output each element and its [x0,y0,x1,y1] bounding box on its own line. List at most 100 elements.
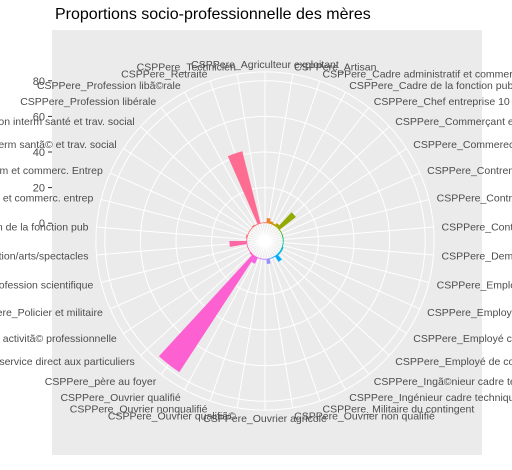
bar-28 [229,241,248,247]
grid-spoke [264,80,321,242]
category-label: CSPPere_Contremaître-agent [441,221,512,233]
grid-spoke [140,126,266,242]
category-label: CSPPere_Militaire du contingent [323,404,475,416]
grid-spoke [100,240,266,283]
bar-29 [246,237,248,241]
bar-23 [158,254,256,373]
category-label: CSPPere_Policier et militaire [0,307,103,319]
y-tick-label: 40 [33,147,45,159]
category-label: CSPPere_Demandeur d'emploi [441,251,512,263]
bar-30 [245,234,249,239]
bar-22 [251,255,258,264]
grid-spoke [160,107,266,242]
category-label: CSPPere_Ouvrier agricole [203,413,327,425]
category-label: CSPPere_Person. service direct aux parti… [0,356,135,368]
grid-spoke [264,240,370,375]
grid-spoke [236,74,266,242]
bar-12 [280,246,284,251]
bar-2 [269,221,274,225]
grid-spoke [209,240,266,402]
category-label: CSPPere_Ingénieur cadre technique d'entr… [349,392,512,404]
category-label: CSPPere_Personne sans activitã© professi… [0,333,117,345]
category-label: CSPPere_Prof. profession scientifique [0,279,93,291]
category-label: CSPPere_Technicien [137,61,236,73]
grid-spoke [264,240,421,310]
category-label: CSPPere_Cadre administratif et commercia… [323,68,512,80]
category-label: CSPPere_Ingã©nieur cadre technique d'ent… [374,376,512,388]
category-label: CSPPere_Profession libérale [20,96,156,108]
category-label: CSPPere_Ouvrier qualifiã© [108,411,236,423]
bar-20 [260,258,264,260]
bar-0 [263,222,267,224]
category-label: CSPPere_Commerçant et assimilé [395,116,512,128]
bar-21 [257,257,261,260]
grid-spoke [264,92,346,242]
bar-13 [279,249,283,254]
y-tick-label: 60 [33,111,45,123]
chart-title: Proportions socio-professionnelle des mè… [55,6,371,23]
bar-6 [279,229,282,233]
grid-spoke [264,240,407,334]
bar-31 [247,232,250,236]
bar-26 [247,246,250,250]
category-label: CSPPere_Ouvrier qualifié [60,392,180,404]
category-label: CSPPere_Contremaã®tre-agent de maîtrise [427,165,512,177]
bar-11 [281,243,284,248]
bar-35 [254,223,258,227]
category-label: CSPPere_Artisan [294,61,376,73]
category-label: CSPPere_Employé civil-agent de service [413,333,512,345]
grid-spoke [264,240,390,356]
grid-spoke [123,148,266,242]
bar-24 [249,251,253,256]
grid-spoke [184,240,266,390]
grid-spoke [123,240,266,334]
category-label: CSPPere_Ouvrier non qualifié [294,411,435,423]
grid-spoke [96,226,266,242]
bar-7 [280,232,283,236]
category-label: CSPPere_Commerecant et assimilé [413,139,512,151]
radial-axis: 0 20 40 60 80 [33,76,52,230]
grid-spoke [100,199,266,242]
y-tick-label: 80 [33,76,45,88]
grid-spoke [264,172,421,242]
bar-32 [248,229,251,233]
bar-14 [277,251,281,256]
category-label: CSPPere_père au foyer [45,376,157,388]
category-label: CSPPere_Profession interm santé et trav.… [0,116,135,128]
category-label: CSPPere_Profession interm santã© et trav… [0,139,117,151]
bar-34 [251,224,256,228]
bar-17 [269,257,273,260]
category-label: CSPPere_Profession interm adm de la fonc… [0,221,89,233]
category-label: CSPPere_Employã© de commerce [437,279,512,291]
category-label: CSPPere_Cadre de la fonction publique [349,80,512,92]
bar-10 [282,241,284,245]
bar-37 [260,222,264,224]
bar-9 [282,237,284,241]
grid-spoke [140,240,266,356]
polar-grid [95,71,435,411]
grid-spoke [264,107,370,242]
category-label: CSPPere_Agriculteur exploitant [191,59,339,71]
bar-5 [277,212,296,231]
category-label: CSPPere_Retraité [121,68,208,80]
grid-spoke [264,240,346,390]
category-label: CSPPere_Employé de commerce [395,356,512,368]
category-label: CSPPere_Chef entreprise 10 salariã©s [374,96,512,108]
category-label: CSPPere_Ouvrier nonqualifié [70,404,208,416]
bar-15 [274,254,282,262]
bar-25 [248,249,251,253]
category-labels: CSPPere_Agriculteur exploitantCSPPere_Ar… [0,59,512,425]
bars-group [158,151,296,373]
grid-spoke [236,240,266,408]
bar-1 [266,217,271,224]
category-label: CSPPere_Contremaître-agent de maîtrise [437,193,512,205]
grid-spoke [264,240,321,402]
grid-spoke [264,74,294,242]
grid-spoke [264,226,434,242]
y-tick-label: 20 [33,183,45,195]
grid-spoke [109,172,266,242]
bar-19 [263,258,267,260]
category-label: CSPPere_Profession interm adm et commerc… [0,165,103,177]
bar-18 [266,258,271,265]
